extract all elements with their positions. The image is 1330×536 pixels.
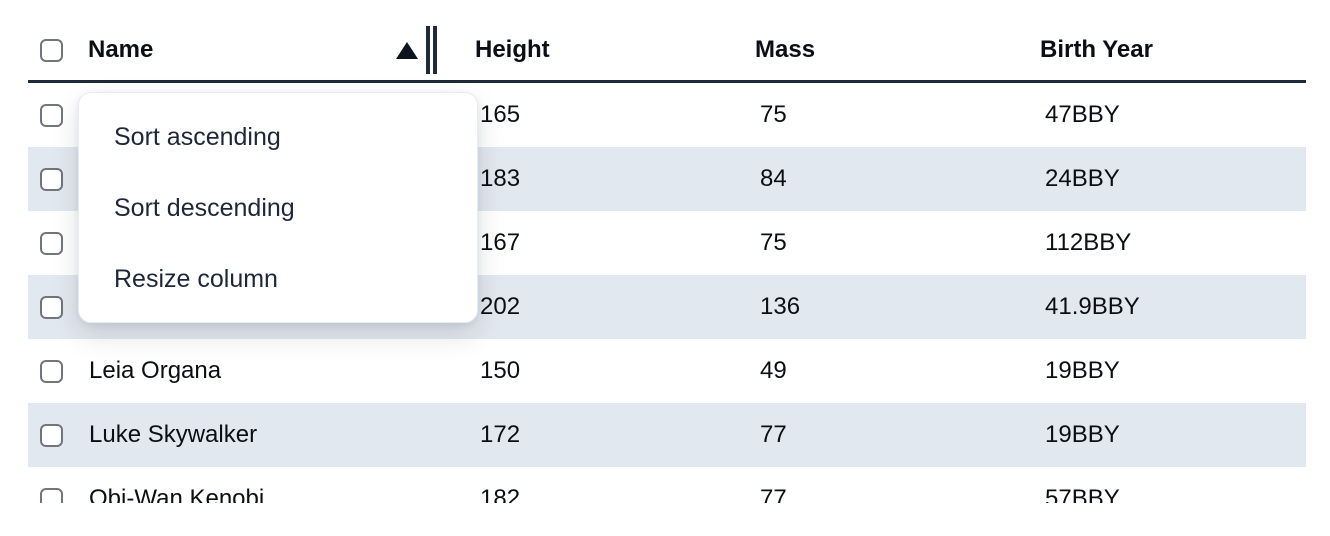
cell-height: 182	[480, 485, 521, 503]
cell-birth-year: 19BBY	[1045, 421, 1120, 448]
table-header-row: Name Height Mass Birth Year	[28, 20, 1306, 83]
menu-item-resize-column[interactable]: Resize column	[114, 265, 278, 293]
row-checkbox[interactable]	[40, 487, 63, 503]
row-checkbox[interactable]	[40, 295, 63, 319]
select-all-checkbox[interactable]	[40, 38, 63, 62]
cell-height: 172	[480, 421, 521, 448]
column-header-name-label: Name	[88, 36, 154, 63]
people-table: Name Height Mass Birth Year Beru Whitesu…	[28, 20, 1306, 503]
row-checkbox-cell	[28, 359, 88, 383]
cell-birth-year: 41.9BBY	[1045, 293, 1140, 320]
table-row: Obi-Wan Kenobi 182 77 57BBY	[28, 467, 1306, 503]
table-row: Leia Organa 150 49 19BBY	[28, 339, 1306, 403]
menu-item-sort-descending[interactable]: Sort descending	[114, 194, 295, 222]
row-checkbox[interactable]	[40, 359, 63, 383]
cell-mass: 75	[760, 101, 787, 128]
cell-height: 202	[480, 293, 521, 320]
table-body: Beru Whitesun lars1657547BBYBiggs Darkli…	[28, 83, 1306, 503]
row-checkbox[interactable]	[40, 167, 63, 191]
cell-height: 150	[480, 357, 521, 384]
sort-ascending-icon	[396, 41, 418, 59]
cell-mass: 77	[760, 421, 787, 448]
column-header-birth-year[interactable]: Birth Year	[1040, 36, 1153, 63]
header-checkbox-cell	[28, 38, 88, 62]
cell-mass: 84	[760, 165, 787, 192]
column-header-name[interactable]: Name	[88, 26, 475, 74]
cell-birth-year: 112BBY	[1045, 229, 1132, 256]
menu-item-sort-ascending[interactable]: Sort ascending	[114, 123, 281, 151]
cell-birth-year: 19BBY	[1045, 357, 1120, 384]
row-checkbox[interactable]	[40, 231, 63, 255]
row-checkbox-cell	[28, 103, 88, 127]
cell-birth-year: 57BBY	[1045, 485, 1120, 503]
row-checkbox[interactable]	[40, 103, 63, 127]
cell-birth-year: 47BBY	[1045, 101, 1120, 128]
cell-height: 165	[480, 101, 521, 128]
row-checkbox-cell	[28, 487, 88, 503]
column-header-height[interactable]: Height	[475, 36, 550, 63]
cell-mass: 77	[760, 485, 787, 503]
cell-mass: 75	[760, 229, 787, 256]
cell-height: 183	[480, 165, 521, 192]
row-checkbox-cell	[28, 295, 88, 319]
cell-height: 167	[480, 229, 521, 256]
row-checkbox-cell	[28, 167, 88, 191]
row-checkbox-cell	[28, 423, 88, 447]
column-header-mass[interactable]: Mass	[755, 36, 816, 63]
cell-name: Luke Skywalker	[89, 421, 258, 448]
cell-name: Leia Organa	[89, 357, 222, 384]
cell-name: Obi-Wan Kenobi	[89, 485, 265, 503]
table-row: Luke Skywalker 172 77 19BBY	[28, 403, 1306, 467]
row-checkbox[interactable]	[40, 423, 63, 447]
cell-mass: 136	[760, 293, 801, 320]
row-checkbox-cell	[28, 231, 88, 255]
cell-birth-year: 24BBY	[1045, 165, 1120, 192]
column-context-menu: Sort ascending Sort descending Resize colu…	[78, 92, 478, 323]
cell-mass: 49	[760, 357, 787, 384]
column-resize-handle-icon[interactable]	[426, 26, 437, 74]
